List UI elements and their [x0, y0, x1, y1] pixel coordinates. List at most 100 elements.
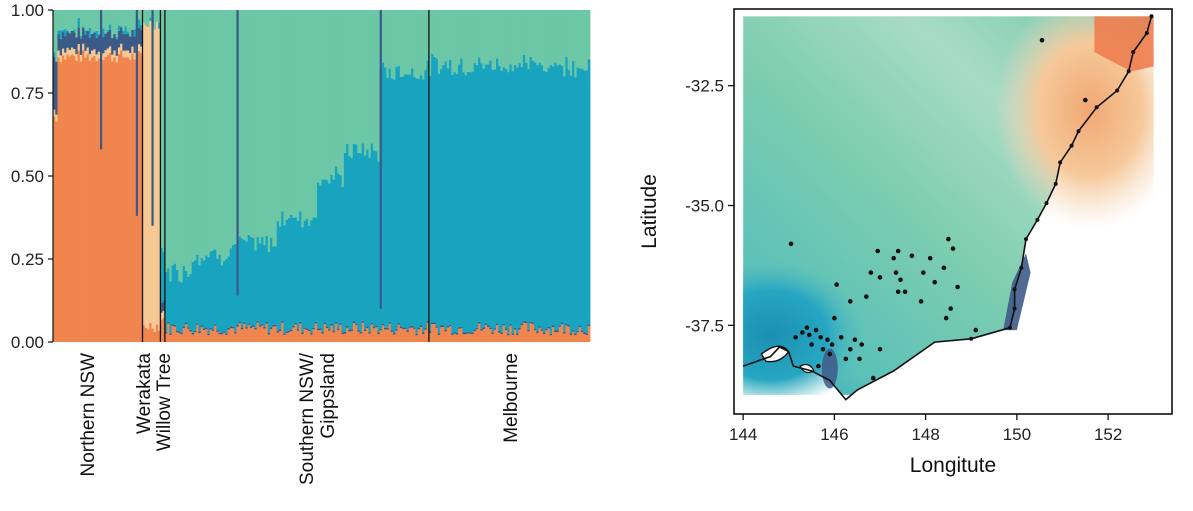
admixture-bar-green [243, 10, 246, 241]
admixture-bar-orange [337, 330, 340, 342]
admixture-bar-cyan [346, 143, 349, 326]
admixture-bar-green [419, 10, 423, 76]
admixture-bar-green [435, 10, 439, 59]
admixture-bar-green [404, 10, 407, 75]
admixture-bar-cyan [419, 75, 423, 326]
admixture-bar-green [117, 10, 121, 26]
admixture-bar-navy [574, 333, 577, 336]
admixture-bar-orange [361, 322, 365, 342]
admixture-bar-cyan [330, 174, 334, 324]
admixture-bar-orange [567, 326, 571, 342]
admixture-bar-navy [160, 302, 164, 313]
admixture-bar-orange [169, 335, 172, 342]
admixture-bar-navy [185, 322, 188, 325]
bar-y-tick-label: 0.50 [11, 167, 44, 186]
admixture-bar-cyan [513, 64, 517, 328]
admixture-bar-cyan [325, 180, 329, 327]
admixture-bar-navy [547, 326, 551, 329]
admixture-bar-orange [106, 55, 110, 343]
admixture-bar-navy [457, 327, 461, 329]
admixture-bar-cyan [417, 78, 421, 328]
admixture-bar-green [567, 10, 571, 70]
admixture-bar-green [238, 10, 242, 237]
admixture-bar-green [278, 10, 282, 227]
admixture-bar-orange [348, 331, 351, 342]
sample-site [1126, 69, 1131, 74]
admixture-bar-green [303, 10, 307, 222]
admixture-bar-orange [576, 332, 580, 342]
admixture-bar-cyan [471, 71, 475, 333]
admixture-bar-green [464, 10, 468, 76]
admixture-bar-cyan [516, 67, 519, 334]
admixture-bar-orange [292, 327, 296, 342]
admixture-bar-navy [55, 61, 58, 115]
admixture-bar-navy [287, 330, 291, 333]
admixture-bar-green [202, 10, 206, 261]
admixture-bar-navy [364, 329, 367, 331]
group-labels: Northern NSW Werakata Willow Tree Southern … [78, 352, 522, 485]
admixture-bar-orange [581, 331, 584, 342]
admixture-bar-navy [236, 324, 240, 327]
sample-site [870, 375, 876, 381]
admixture-bar-green [258, 10, 262, 244]
sample-site [816, 363, 821, 369]
admixture-bar-cyan [160, 248, 164, 303]
admixture-bar-orange [364, 330, 367, 342]
admixture-bar-green [200, 10, 204, 258]
admixture-bar-navy [202, 328, 206, 330]
admixture-bar-orange [142, 324, 146, 342]
sample-site [809, 342, 814, 347]
admixture-bar-orange [368, 333, 372, 342]
admixture-bar-orange [460, 328, 463, 342]
admixture-bar-peach [124, 50, 128, 58]
map-frame [733, 8, 1173, 415]
admixture-bar-green [375, 10, 378, 152]
admixture-bar-green [330, 10, 334, 175]
admixture-bar-cyan [361, 143, 365, 321]
admixture-bar-cyan [115, 37, 119, 40]
admixture-bar-orange [267, 334, 271, 342]
sample-site [1058, 160, 1063, 165]
admixture-bar-navy [102, 36, 105, 54]
admixture-bar-cyan [372, 150, 376, 327]
admixture-bar-navy [330, 323, 334, 326]
admixture-bar-cyan [265, 236, 269, 322]
admixture-bar-orange [216, 331, 219, 342]
admixture-bar-navy [308, 329, 311, 331]
admixture-bar-navy [361, 320, 365, 323]
admixture-bar-orange [471, 334, 475, 342]
admixture-bar-green [507, 10, 510, 73]
admixture-bar-orange [193, 332, 197, 342]
admixture-bar-cyan [218, 254, 222, 333]
admixture-bar-cyan [122, 30, 125, 35]
admixture-bar-cyan [444, 61, 448, 330]
admixture-bar-navy [424, 327, 428, 330]
admixture-bar-green [493, 10, 497, 70]
admixture-bar-cyan [294, 217, 298, 323]
admixture-bar-orange [366, 327, 369, 342]
admixture-bar-navy [82, 27, 85, 44]
map-y-tick-label: -37.5 [685, 316, 724, 335]
admixture-bar-navy [415, 333, 419, 336]
admixture-bar-cyan [232, 244, 235, 327]
admixture-bar-green [399, 10, 403, 77]
admixture-bar-cyan [198, 265, 202, 332]
sample-site [1053, 181, 1058, 186]
admixture-bar-cyan [455, 73, 459, 333]
admixture-bar-navy [93, 32, 96, 50]
admixture-bar-cyan [176, 269, 179, 331]
admixture-bar-navy [466, 331, 470, 334]
admixture-bar-navy [404, 327, 407, 329]
admixture-bar-green [245, 10, 249, 242]
admixture-bar-orange [491, 333, 495, 342]
admixture-bar-navy [487, 325, 490, 328]
admixture-bar-green [361, 10, 365, 144]
navy-cluster-region [1003, 253, 1031, 331]
admixture-bar-cyan [117, 25, 121, 31]
admixture-bar-cyan [167, 268, 170, 322]
admixture-bar-cyan [169, 281, 172, 334]
admixture-bar-navy [359, 331, 363, 334]
admixture-bar-navy [198, 331, 202, 334]
admixture-bar-cyan [339, 174, 343, 324]
admixture-bar-green [169, 10, 172, 282]
